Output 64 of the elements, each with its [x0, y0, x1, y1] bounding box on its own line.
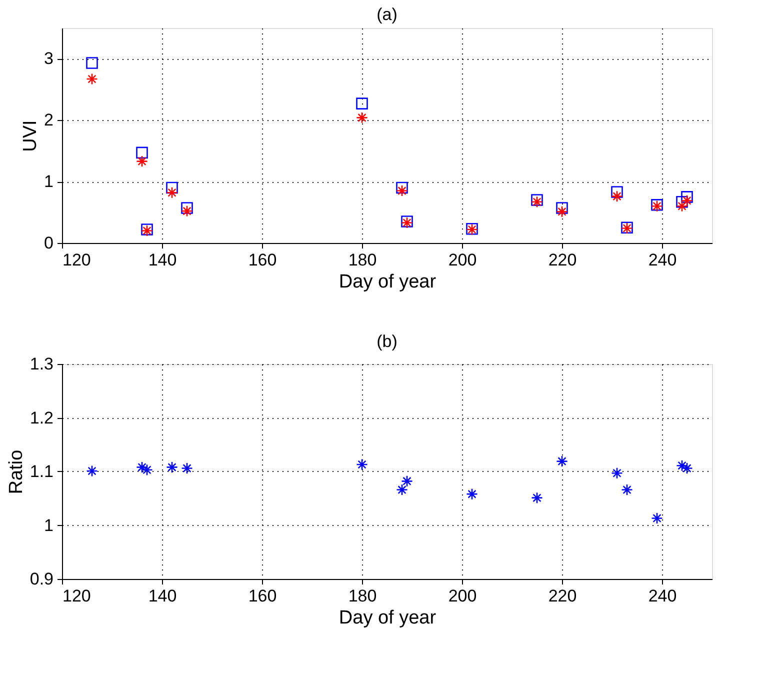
x-tick-label: 180	[348, 586, 377, 606]
x-tick-label: 180	[348, 250, 377, 270]
x-tick-label: 220	[548, 586, 577, 606]
point	[676, 196, 688, 208]
point	[681, 462, 693, 474]
point	[136, 155, 148, 168]
x-tick-label: 140	[148, 250, 177, 270]
y-tick-label: 1.2	[30, 408, 54, 428]
point	[356, 458, 368, 470]
y-tick-label: 1	[44, 172, 54, 192]
x-tick-label: 160	[248, 250, 277, 270]
x-tick-label: 240	[648, 250, 677, 270]
point	[556, 455, 568, 468]
point	[356, 98, 368, 110]
point	[181, 202, 193, 214]
point	[396, 484, 408, 496]
point	[356, 112, 368, 124]
point	[86, 465, 98, 477]
y-tick-label: 0	[44, 234, 54, 252]
point	[181, 462, 193, 474]
x-tick-label: 120	[62, 250, 91, 270]
x-tick-label: 200	[448, 586, 477, 606]
x-tick-label: 160	[248, 586, 277, 606]
x-axis-title: Day of year	[338, 272, 437, 292]
point	[531, 492, 543, 504]
chart-title: (b)	[376, 332, 398, 351]
point	[611, 190, 623, 202]
point	[681, 194, 693, 207]
y-tick-label: 1.1	[30, 462, 54, 481]
x-axis-title: Day of year	[338, 608, 437, 628]
y-tick-label: 3	[44, 49, 54, 68]
point	[166, 461, 178, 474]
point	[556, 206, 568, 218]
point	[651, 512, 663, 524]
point	[621, 484, 633, 496]
y-tick-label: 1	[44, 516, 54, 535]
point	[166, 186, 178, 199]
point	[401, 475, 413, 488]
point	[556, 202, 568, 214]
point	[396, 182, 408, 194]
x-tick-label: 220	[548, 250, 577, 270]
x-tick-label: 240	[648, 586, 677, 606]
point	[86, 57, 98, 69]
x-tick-label: 200	[448, 250, 477, 270]
chart-title: (a)	[376, 5, 398, 24]
point	[86, 73, 98, 85]
y-axis-title: Ratio	[6, 450, 27, 494]
y-tick-label: 2	[44, 110, 54, 130]
point	[181, 205, 193, 217]
y-axis-title: UVI	[20, 120, 42, 152]
x-tick-label: 140	[148, 586, 177, 606]
point	[136, 146, 148, 159]
x-tick-label: 120	[62, 586, 91, 606]
point	[676, 200, 688, 212]
point	[396, 184, 408, 197]
point	[611, 186, 623, 198]
point	[676, 460, 688, 472]
y-tick-label: 1.3	[30, 354, 54, 374]
point	[141, 464, 153, 476]
point	[681, 191, 693, 203]
y-tick-label: 0.9	[30, 570, 54, 588]
point	[136, 461, 148, 474]
point	[611, 467, 623, 480]
point	[466, 488, 478, 500]
